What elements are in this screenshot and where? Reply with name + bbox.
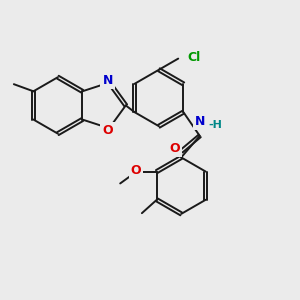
Text: O: O (170, 142, 180, 155)
Text: O: O (130, 164, 141, 177)
Text: Cl: Cl (187, 51, 200, 64)
Text: N: N (103, 74, 113, 87)
Text: -H: -H (208, 120, 222, 130)
Text: O: O (102, 124, 113, 137)
Text: N: N (195, 115, 205, 128)
